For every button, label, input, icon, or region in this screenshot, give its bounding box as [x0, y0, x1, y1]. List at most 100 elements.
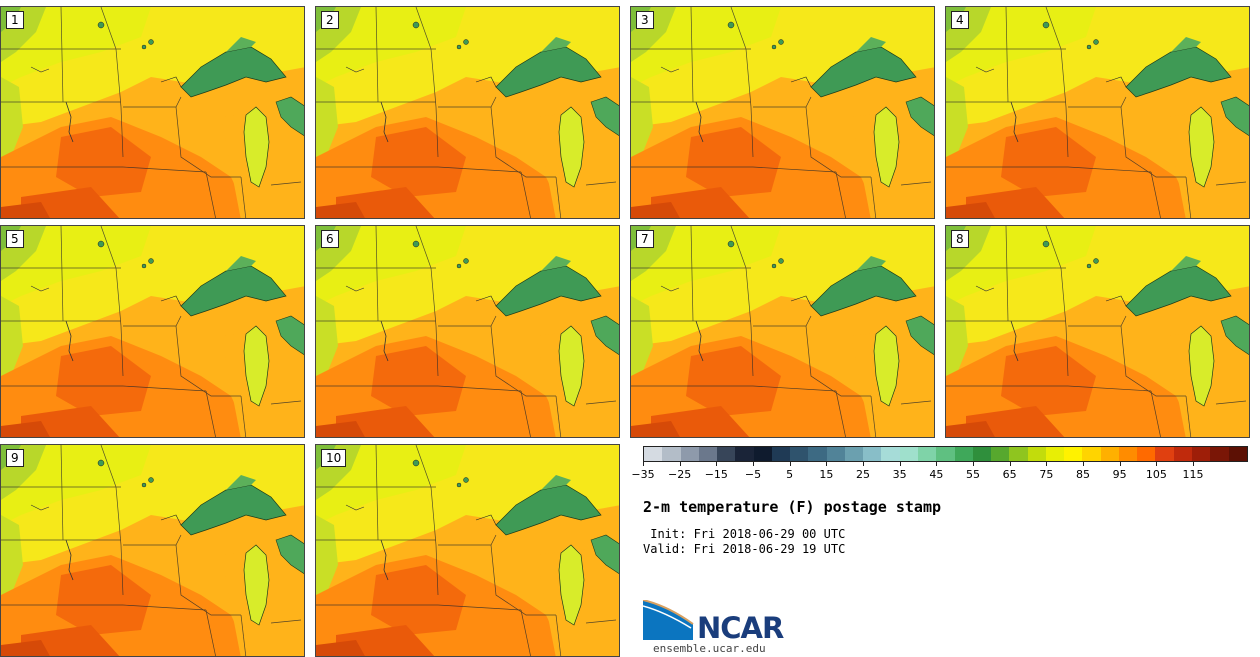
colorbar-tick: [826, 462, 828, 466]
colorbar-tick-label: 25: [856, 468, 870, 481]
colorbar-swatch: [1009, 447, 1028, 461]
temperature-map: [316, 226, 619, 437]
colorbar-tick-label: −15: [704, 468, 728, 481]
map-panel: 1: [0, 6, 305, 219]
panel-label: 7: [636, 230, 654, 248]
temperature-map: [631, 7, 934, 218]
colorbar-swatch: [1191, 447, 1211, 461]
colorbar-tick: [936, 462, 938, 466]
colorbar-tick-label: 85: [1076, 468, 1090, 481]
colorbar-tick: [1083, 462, 1084, 466]
colorbar-swatch: [954, 447, 973, 461]
temperature-map: [946, 226, 1249, 437]
colorbar-tick-label: 55: [966, 468, 980, 481]
temperature-map: [946, 7, 1249, 218]
colorbar-swatch: [644, 447, 663, 461]
panel-label: 2: [321, 11, 339, 29]
temperature-map: [1, 226, 304, 437]
init-time: Init: Fri 2018-06-29 00 UTC: [643, 527, 846, 541]
chart-title: 2-m temperature (F) postage stamp: [643, 498, 942, 516]
colorbar-swatch: [1155, 447, 1174, 461]
colorbar-ticks: −35 −25 −15 −5 5 15 25 35 45 55 65 75 85 95 105 115: [631, 462, 1248, 486]
colorbar-tick: [1193, 462, 1194, 466]
colorbar-tick: [1046, 462, 1048, 466]
colorbar-tick-label: 75: [1039, 468, 1054, 481]
colorbar-tick: [899, 462, 901, 466]
colorbar-swatch: [863, 447, 882, 461]
colorbar-swatch: [844, 447, 864, 461]
map-panel: 9: [0, 444, 305, 657]
colorbar-swatch: [1100, 447, 1119, 461]
colorbar-tick-label: 65: [1002, 468, 1017, 481]
colorbar-swatch: [1064, 447, 1083, 461]
colorbar-tick-label: 105: [1145, 468, 1167, 481]
colorbar-swatch: [771, 447, 791, 461]
map-panel: 4: [945, 6, 1250, 219]
map-panel: 6: [315, 225, 620, 438]
colorbar-swatch: [1210, 447, 1229, 461]
colorbar-tick: [973, 462, 974, 466]
temperature-map: [1, 445, 304, 656]
colorbar-tick-label: 35: [892, 468, 907, 481]
panel-label: 5: [6, 230, 24, 248]
colorbar-tick: [1156, 462, 1158, 466]
map-panel: 2: [315, 6, 620, 219]
colorbar-tick: [1119, 462, 1121, 466]
colorbar-swatch: [1118, 447, 1138, 461]
colorbar-swatch: [917, 447, 937, 461]
colorbar-tick-label: 45: [929, 468, 944, 481]
colorbar-tick: [789, 462, 791, 466]
colorbar-swatch: [735, 447, 754, 461]
colorbar-tick-label: 95: [1112, 468, 1127, 481]
colorbar-swatch: [972, 447, 992, 461]
colorbar-swatch: [1027, 447, 1046, 461]
temperature-colorbar: [643, 446, 1248, 462]
colorbar-swatch: [991, 447, 1010, 461]
colorbar-tick: [1009, 462, 1011, 466]
colorbar-swatch: [680, 447, 699, 461]
colorbar-swatch: [881, 447, 900, 461]
colorbar-swatch: [717, 447, 736, 461]
colorbar-swatch: [936, 447, 955, 461]
panel-label: 4: [951, 11, 969, 29]
temperature-map: [316, 7, 619, 218]
site-url: ensemble.ucar.edu: [653, 642, 766, 655]
panel-label: 10: [321, 449, 347, 467]
colorbar-tick: [716, 462, 718, 466]
temperature-map: [631, 226, 934, 437]
colorbar-swatch: [1082, 447, 1101, 461]
colorbar-swatch: [1137, 447, 1156, 461]
ncar-logo-icon: [643, 600, 694, 640]
colorbar-swatch: [662, 447, 681, 461]
colorbar-swatch: [790, 447, 809, 461]
map-panel: 8: [945, 225, 1250, 438]
colorbar-swatch: [1173, 447, 1192, 461]
colorbar-tick: [679, 462, 681, 466]
colorbar-swatch: [826, 447, 845, 461]
colorbar-tick: [753, 462, 754, 466]
colorbar-tick-label: −35: [631, 468, 655, 481]
map-panel: 5: [0, 225, 305, 438]
panel-label: 3: [636, 11, 654, 29]
map-panel: 3: [630, 6, 935, 219]
colorbar-swatch: [1045, 447, 1065, 461]
colorbar-tick-label: −5: [744, 468, 762, 481]
ncar-logo-text: NCAR: [697, 611, 784, 645]
panel-label: 8: [951, 230, 969, 248]
valid-time: Valid: Fri 2018-06-29 19 UTC: [643, 542, 846, 556]
panel-label: 1: [6, 11, 24, 29]
colorbar-swatch: [753, 447, 772, 461]
colorbar-tick: [863, 462, 864, 466]
panel-label: 6: [321, 230, 339, 248]
colorbar-tick-label: 115: [1182, 468, 1204, 481]
temperature-map: [1, 7, 304, 218]
temperature-map: [316, 445, 619, 656]
colorbar-swatch: [1228, 447, 1247, 461]
map-panel: 10: [315, 444, 620, 657]
colorbar-swatch: [808, 447, 827, 461]
colorbar-swatch: [899, 447, 918, 461]
colorbar-tick-label: −25: [668, 468, 692, 481]
colorbar-tick-label: 15: [819, 468, 834, 481]
colorbar-tick: [643, 462, 644, 466]
colorbar-swatch: [698, 447, 718, 461]
